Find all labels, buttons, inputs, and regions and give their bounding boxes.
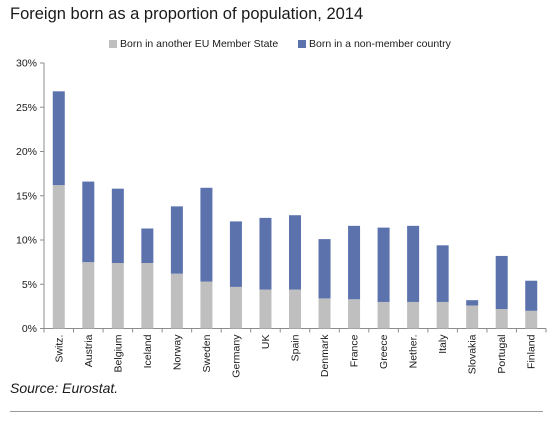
bar-eu-nether (407, 301, 420, 329)
bar-eu-portugal (495, 309, 508, 329)
x-tick-label: Spain (290, 334, 302, 361)
bar-non-eu-nether (407, 225, 420, 302)
bar-non-eu-iceland (141, 228, 154, 264)
y-tick-label: 0% (22, 323, 37, 335)
bar-non-eu-belgium (111, 188, 124, 264)
chart-title: Foreign born as a proportion of populati… (10, 5, 364, 23)
bar-non-eu-austria (82, 181, 95, 263)
bar-non-eu-france (348, 225, 361, 300)
x-tick-label: Portugal (496, 335, 508, 374)
bottom-divider (10, 411, 543, 412)
y-tick-label: 25% (16, 102, 37, 114)
bar-non-eu-slovakia (466, 300, 479, 306)
bar-eu-denmark (318, 298, 331, 329)
legend-label-eu: Born in another EU Member State (120, 38, 279, 50)
bar-eu-iceland (141, 263, 154, 329)
source-note: Source: Eurostat. (10, 380, 119, 396)
bar-non-eu-denmark (318, 239, 331, 299)
x-tick-label: UK (260, 335, 272, 350)
bar-eu-germany (229, 286, 242, 329)
bar-eu-belgium (111, 263, 124, 329)
y-tick-label: 20% (16, 146, 37, 158)
bar-eu-slovakia (466, 305, 479, 329)
y-tick-label: 10% (16, 235, 37, 247)
y-tick-label: 30% (16, 58, 37, 70)
bar-eu-uk (259, 289, 272, 329)
bar-non-eu-uk (259, 217, 272, 290)
bar-eu-norway (170, 273, 183, 329)
x-tick-label: Denmark (319, 334, 331, 377)
y-tick-label: 5% (22, 279, 37, 291)
bar-non-eu-portugal (495, 255, 508, 310)
bar-non-eu-spain (289, 215, 301, 290)
legend-label-non-eu: Born in a non-member country (309, 38, 451, 50)
bar-non-eu-germany (229, 221, 242, 287)
x-tick-label: Switz. (53, 335, 65, 363)
bar-eu-italy (436, 301, 449, 329)
bar-non-eu-italy (436, 245, 449, 302)
x-tick-label: Norway (171, 334, 183, 370)
x-tick-label: Italy (437, 334, 449, 354)
legend-item-eu: Born in another EU Member State (109, 38, 278, 50)
legend-swatch-eu (109, 40, 117, 48)
bar-non-eu-norway (170, 206, 183, 274)
x-tick-label: Sweden (201, 334, 213, 372)
bar-eu-france (348, 299, 361, 329)
bar-non-eu-sweden (200, 187, 213, 282)
bar-non-eu-greece (377, 227, 390, 302)
bar-eu-finland (525, 310, 538, 329)
bar-eu-greece (377, 301, 390, 329)
x-tick-label: Nether. (408, 335, 420, 369)
bar-non-eu-switz (52, 91, 65, 186)
legend-swatch-non-eu (298, 40, 306, 48)
bar-non-eu-finland (525, 280, 538, 311)
bar-eu-sweden (200, 281, 213, 329)
x-tick-label: Iceland (142, 334, 154, 368)
stacked-bar-chart: 0% 5% 10% 15% 20% 25% 30% Switz. Austria Belgium I… (16, 58, 547, 378)
x-tick-label: Finland (526, 334, 538, 369)
x-tick-label: Belgium (112, 334, 124, 372)
x-tick-label: Austria (83, 334, 95, 367)
x-tick-label: Germany (230, 334, 242, 378)
x-tick-label: Greece (378, 334, 390, 369)
legend-item-non-eu: Born in a non-member country (298, 38, 451, 50)
bar-eu-austria (82, 262, 95, 329)
bar-eu-spain (289, 289, 301, 329)
x-tick-label: France (349, 334, 361, 367)
y-tick-label: 15% (16, 190, 37, 202)
bar-eu-switz (52, 185, 65, 329)
x-tick-label: Slovakia (467, 334, 479, 374)
